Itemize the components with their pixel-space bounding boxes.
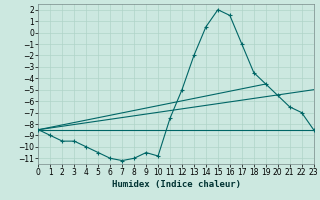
X-axis label: Humidex (Indice chaleur): Humidex (Indice chaleur) bbox=[111, 180, 241, 189]
